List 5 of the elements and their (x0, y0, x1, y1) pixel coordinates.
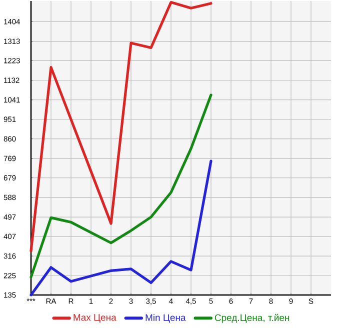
line-series (30, 0, 212, 252)
legend-label: Min Цена (146, 314, 186, 323)
legend-label: Max Цена (74, 314, 116, 323)
line-series (30, 94, 212, 278)
legend-label: Сред.Цена, т.йен (214, 314, 290, 323)
